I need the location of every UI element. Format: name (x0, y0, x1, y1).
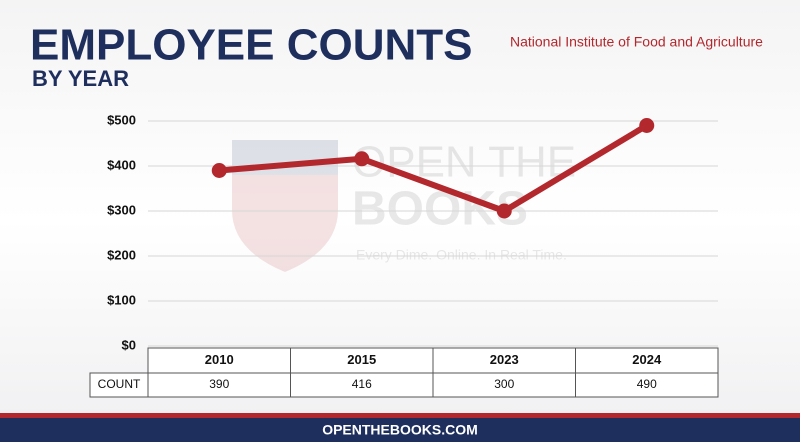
table-value: 416 (352, 377, 372, 391)
table-value: 300 (494, 377, 514, 391)
watermark-tagline: Every Dime. Online. In Real Time. (356, 247, 567, 263)
chart-title: EMPLOYEE COUNTS (30, 21, 473, 70)
chart-subtitle: BY YEAR (32, 66, 129, 91)
source: National Institute of Food and Agricultu… (510, 34, 763, 50)
point (354, 151, 370, 167)
footer-bar (0, 418, 800, 442)
point (211, 163, 227, 178)
point (496, 203, 512, 219)
table-header: 2010 (205, 352, 234, 367)
watermark-line1: OPEN THE (352, 138, 576, 187)
watermark: OPEN THE BOOKS Every Dime. Online. In Re… (232, 138, 576, 272)
table-header: 2023 (490, 352, 519, 367)
table-row-bg (89, 372, 719, 398)
table-value: 490 (637, 377, 657, 391)
y-tick-label: $0 (122, 337, 136, 352)
point (639, 118, 655, 133)
y-tick-label: $300 (107, 202, 136, 217)
line (219, 122, 649, 214)
y-tick-label: $400 (107, 157, 136, 172)
y-tick-label: $500 (107, 112, 136, 127)
table-value: 390 (209, 377, 229, 391)
y-tick-label: $100 (107, 292, 136, 307)
watermark-shield (232, 140, 338, 272)
table-header: 2015 (347, 352, 376, 367)
table-header: 2024 (632, 352, 662, 367)
y-tick-label: $200 (107, 247, 136, 262)
table-row-label: COUNT (98, 377, 141, 391)
footer-stripe (0, 413, 800, 418)
footer-text: OPENTHEBOOKS.COM (322, 422, 478, 438)
